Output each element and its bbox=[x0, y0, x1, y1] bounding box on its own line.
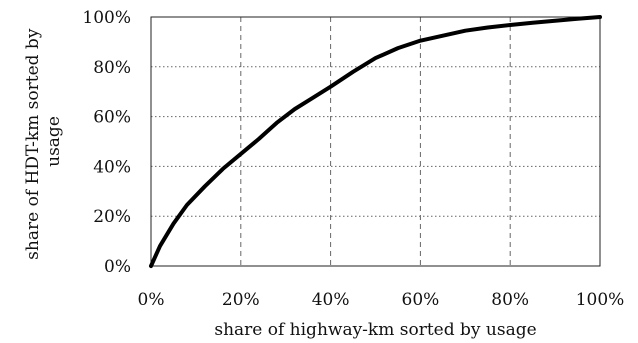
y-axis-label-line-2: usage bbox=[44, 116, 64, 167]
gridlines bbox=[151, 17, 600, 266]
y-axis-label: share of HDT-km sorted by usage bbox=[23, 23, 64, 260]
x-tick-label: 20% bbox=[222, 290, 260, 310]
x-tick-label: 0% bbox=[138, 290, 165, 310]
y-axis-label-line-1: share of HDT-km sorted by bbox=[23, 28, 43, 260]
plot-frame bbox=[150, 16, 601, 267]
x-tick-label: 40% bbox=[312, 290, 350, 310]
x-axis-ticks: 0% 20% 40% 60% 80% 100% bbox=[138, 290, 625, 310]
x-tick-label: 60% bbox=[402, 290, 440, 310]
y-tick-label: 0% bbox=[104, 257, 131, 277]
y-tick-label: 100% bbox=[82, 8, 131, 28]
x-tick-label: 100% bbox=[576, 290, 625, 310]
y-tick-label: 60% bbox=[93, 108, 131, 128]
y-tick-label: 20% bbox=[93, 207, 131, 227]
x-tick-label: 80% bbox=[491, 290, 529, 310]
y-axis-ticks: 0% 20% 40% 60% 80% 100% bbox=[82, 8, 131, 277]
series-line bbox=[149, 15, 602, 268]
x-axis-label: share of highway-km sorted by usage bbox=[214, 320, 536, 340]
y-tick-label: 80% bbox=[93, 58, 131, 78]
y-tick-label: 40% bbox=[93, 157, 131, 177]
